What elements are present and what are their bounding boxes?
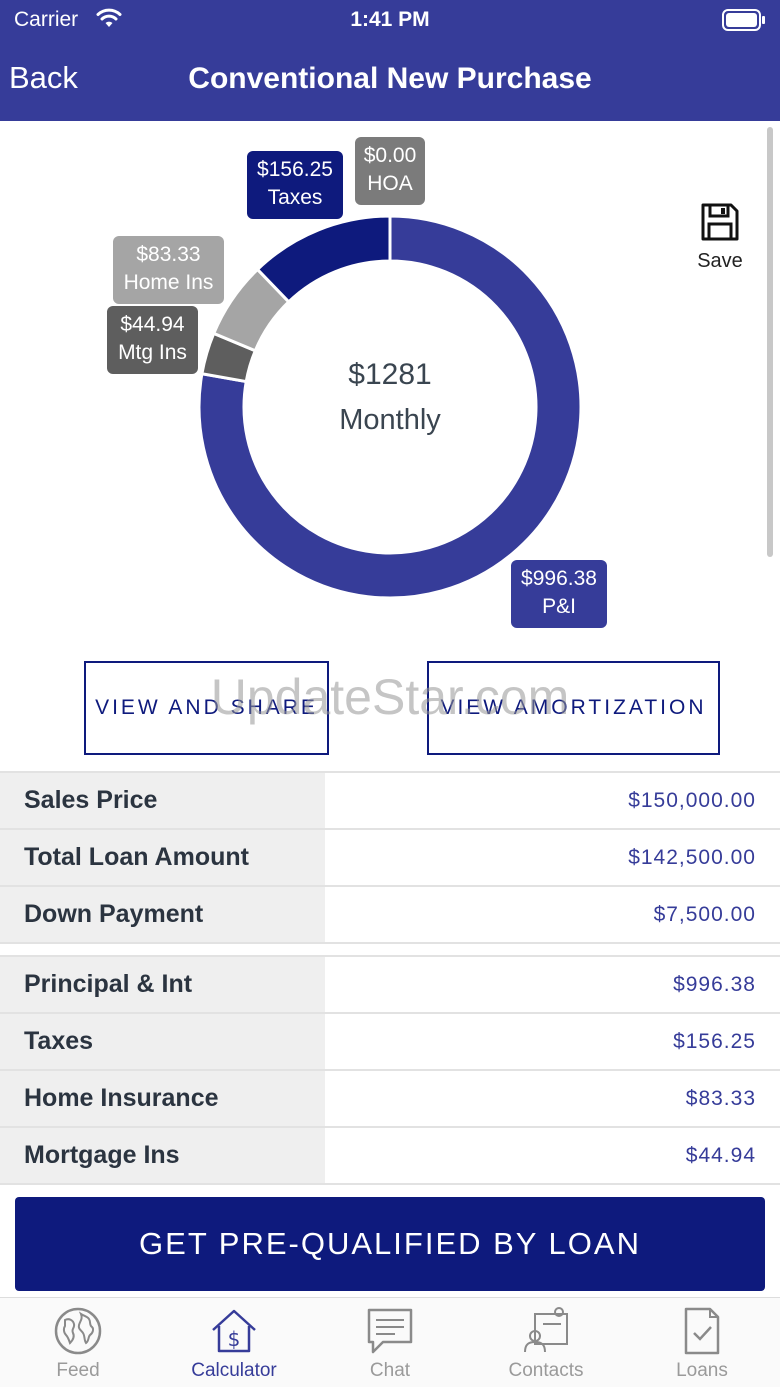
donut-chart <box>197 214 583 600</box>
tab-bar: Feed $ Calculator Chat Contacts <box>0 1297 780 1387</box>
battery-icon <box>722 9 766 36</box>
status-bar: Carrier 1:41 PM <box>0 0 780 40</box>
monthly-total: $1281 <box>348 358 432 391</box>
wifi-icon <box>94 6 124 35</box>
table-row: Sales Price $150,000.00 <box>0 773 780 830</box>
callout-label: Taxes <box>267 186 323 209</box>
scrollbar[interactable] <box>767 127 773 557</box>
page-title: Conventional New Purchase <box>188 62 592 95</box>
row-label: Home Insurance <box>0 1071 325 1126</box>
payment-breakdown-table: Principal & Int $996.38 Taxes $156.25 Ho… <box>0 955 780 1185</box>
row-value: $83.33 <box>685 1086 756 1110</box>
tab-label: Chat <box>369 1360 411 1381</box>
callout-value: $0.00 <box>363 144 417 167</box>
callout-value: $156.25 <box>257 158 333 181</box>
save-label: Save <box>697 250 743 272</box>
tab-contacts[interactable]: Contacts <box>468 1298 624 1387</box>
row-value: $150,000.00 <box>628 788 756 812</box>
row-value: $996.38 <box>673 972 756 996</box>
row-value: $7,500.00 <box>653 902 756 926</box>
document-check-icon <box>684 1307 720 1355</box>
monthly-label: Monthly <box>339 404 441 436</box>
globe-icon <box>54 1307 102 1355</box>
contacts-icon <box>524 1307 568 1353</box>
carrier-label: Carrier <box>14 8 79 31</box>
callout-label: Home Ins <box>123 271 214 294</box>
tab-loans[interactable]: Loans <box>624 1298 780 1387</box>
clock-label: 1:41 PM <box>350 8 430 31</box>
callout-label: HOA <box>367 172 413 195</box>
svg-text:$: $ <box>228 1327 241 1351</box>
tab-chat[interactable]: Chat <box>312 1298 468 1387</box>
callout-value: $44.94 <box>120 313 185 336</box>
row-label: Principal & Int <box>0 957 325 1012</box>
row-value: $142,500.00 <box>628 845 756 869</box>
donut-slice-p-i <box>197 214 583 600</box>
table-row: Taxes $156.25 <box>0 1014 780 1071</box>
back-button[interactable]: Back <box>9 60 78 95</box>
tab-label: Feed <box>56 1360 100 1381</box>
floppy-disk-icon <box>701 203 739 241</box>
row-value: $44.94 <box>685 1143 756 1167</box>
table-row: Down Payment $7,500.00 <box>0 887 780 944</box>
row-label: Sales Price <box>0 773 325 828</box>
table-row: Mortgage Ins $44.94 <box>0 1128 780 1185</box>
table-row: Home Insurance $83.33 <box>0 1071 780 1128</box>
callout-value: $996.38 <box>521 567 597 590</box>
row-value: $156.25 <box>673 1029 756 1053</box>
tab-label: Calculator <box>191 1360 277 1381</box>
get-pre-qualified-button[interactable]: GET PRE-QUALIFIED BY LOAN <box>15 1197 765 1291</box>
navigation-bar: Back Conventional New Purchase <box>0 40 780 121</box>
tab-label: Loans <box>676 1360 728 1381</box>
view-amortization-button[interactable]: VIEW AMORTIZATION <box>427 661 720 755</box>
callout-taxes: $156.25 Taxes <box>247 151 343 219</box>
payment-chart: $1281 Monthly $156.25 Taxes $0.00 HOA $8… <box>0 121 780 661</box>
row-label: Taxes <box>0 1014 325 1069</box>
callout-label: Mtg Ins <box>118 341 187 364</box>
callout-label: P&I <box>542 595 576 618</box>
row-label: Total Loan Amount <box>0 830 325 885</box>
donut-slice-taxes <box>255 214 392 304</box>
house-dollar-icon: $ <box>212 1309 256 1353</box>
callout-mtg-ins: $44.94 Mtg Ins <box>107 306 198 374</box>
tab-feed[interactable]: Feed <box>0 1298 156 1387</box>
loan-summary-table: Sales Price $150,000.00 Total Loan Amoun… <box>0 771 780 944</box>
callout-pi: $996.38 P&I <box>511 560 607 628</box>
chat-icon <box>367 1308 413 1354</box>
callout-home-ins: $83.33 Home Ins <box>113 236 224 304</box>
row-label: Down Payment <box>0 887 325 942</box>
table-row: Total Loan Amount $142,500.00 <box>0 830 780 887</box>
tab-calculator[interactable]: $ Calculator <box>156 1298 312 1387</box>
callout-value: $83.33 <box>136 243 201 266</box>
save-button[interactable]: Save <box>690 201 750 273</box>
row-label: Mortgage Ins <box>0 1128 325 1183</box>
view-and-share-button[interactable]: VIEW AND SHARE <box>84 661 329 755</box>
table-row: Principal & Int $996.38 <box>0 957 780 1014</box>
callout-hoa: $0.00 HOA <box>355 137 425 205</box>
tab-label: Contacts <box>508 1360 584 1381</box>
